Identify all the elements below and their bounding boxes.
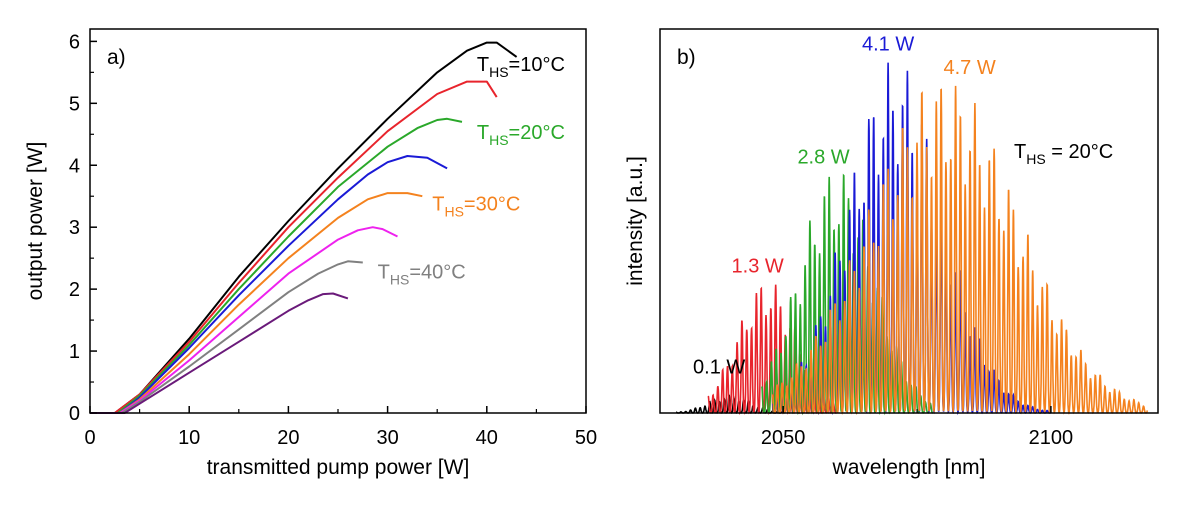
x-tick-label: 2050 [761, 427, 806, 449]
x-tick-label: 40 [476, 427, 498, 449]
x-tick-label: 10 [178, 427, 200, 449]
y-tick-label: 2 [69, 279, 80, 301]
panel-b-annotations: 0.1 W 1.3 W 2.8 W 4.1 W 4.7 W THS = 20°C [693, 34, 1113, 379]
series-label-2: 2.8 W [797, 146, 849, 168]
temperature-label-3: THS=40°C [378, 262, 466, 288]
x-tick-label: 50 [575, 427, 597, 449]
y-tick-label: 5 [69, 93, 80, 115]
series-label-1: 1.3 W [732, 256, 784, 278]
panel-b-chart: 2050 2100 b) 0.1 W 1.3 W 2.8 W 4.1 W 4.7 W THS… [624, 28, 1159, 479]
panel-a-curves [90, 41, 518, 414]
spectrum-line-4 [771, 85, 1149, 416]
panel-a-label: a) [107, 46, 126, 69]
y-tick-label: 1 [69, 341, 80, 363]
temperature-label-1: THS=20°C [477, 122, 565, 148]
panel-b-label: b) [677, 46, 696, 69]
series-line-6 [90, 260, 363, 414]
panel-a-ylabel: output power [W] [24, 142, 47, 301]
panel-b-xlabel: wavelength [nm] [832, 456, 986, 479]
series-line-5 [90, 226, 398, 414]
x-tick-label: 0 [84, 427, 95, 449]
panel-b-frame [659, 28, 1159, 414]
series-line-2 [90, 117, 463, 414]
y-tick-label: 4 [69, 155, 80, 177]
temperature-label-2: THS=30°C [432, 193, 520, 219]
series-line-7 [90, 292, 349, 414]
panel-b-spectra [675, 62, 1149, 416]
y-tick-label: 6 [69, 31, 80, 53]
panel-b-ticks: 2050 2100 [761, 406, 1073, 449]
series-label-0: 0.1 W [693, 356, 745, 378]
temperature-label: THS = 20°C [1014, 141, 1113, 167]
panel-a-ticks: 0 10 20 30 40 50 0 1 2 3 4 5 6 [69, 31, 597, 449]
panel-a-xlabel: transmitted pump power [W] [207, 456, 470, 479]
x-tick-label: 2100 [1029, 427, 1074, 449]
y-tick-label: 0 [69, 403, 80, 425]
temperature-label-0: THS=10°C [477, 54, 565, 80]
series-label-4: 4.7 W [943, 57, 995, 79]
panel-a-annotations: THS=10°C THS=20°C THS=30°C THS=40°C [378, 54, 565, 287]
panel-a-frame [89, 28, 587, 414]
series-line-0 [90, 41, 518, 414]
series-line-1 [90, 80, 498, 414]
panel-b-ylabel: intensity [a.u.] [624, 156, 647, 286]
series-line-3 [90, 155, 448, 414]
y-tick-label: 3 [69, 217, 80, 239]
series-label-3: 4.1 W [862, 34, 914, 56]
x-tick-label: 20 [277, 427, 299, 449]
x-tick-label: 30 [376, 427, 398, 449]
